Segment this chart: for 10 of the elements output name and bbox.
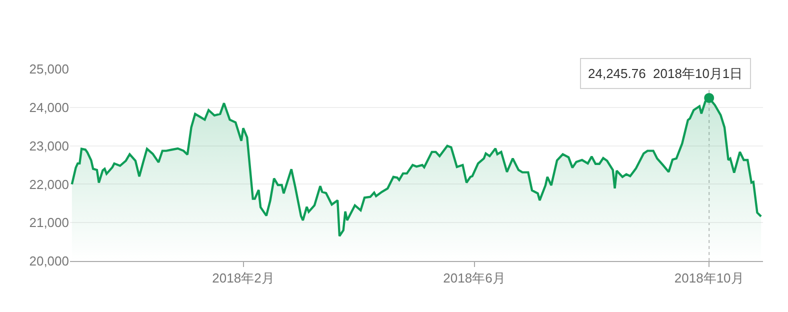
- y-tick-label: 21,000: [29, 215, 69, 230]
- y-tick-label: 25,000: [29, 62, 69, 77]
- y-tick-label: 23,000: [29, 138, 69, 154]
- annotation: 24,245.76 2018年10月1日: [588, 66, 743, 81]
- y-tick-label: 22,000: [29, 176, 69, 192]
- x-tick-label: 2018年2月: [212, 270, 274, 286]
- x-tick-label: 2018年6月: [443, 270, 506, 286]
- y-tick-label: 20,000: [29, 254, 69, 269]
- x-tick-label: 2018年10月: [674, 270, 744, 286]
- y-tick-label: 24,000: [29, 100, 69, 115]
